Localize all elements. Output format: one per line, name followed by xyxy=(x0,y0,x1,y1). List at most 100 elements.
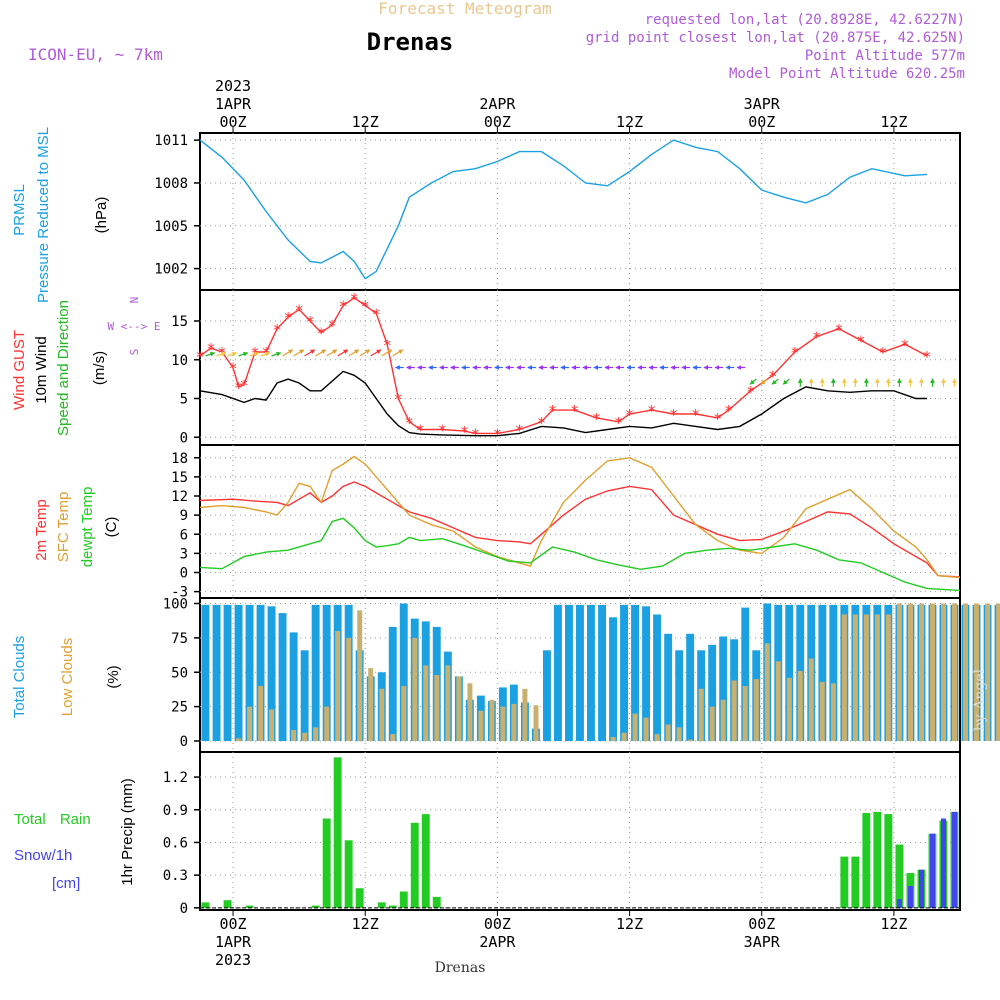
gust-marker: * xyxy=(234,379,243,397)
bar-total-clouds xyxy=(686,633,695,742)
compass-n: N xyxy=(128,297,141,304)
gust-marker: * xyxy=(206,340,215,358)
bar-total-rain xyxy=(873,811,882,908)
grid-coordinates: grid point closest lon,lat (20.875E, 42.… xyxy=(586,30,965,46)
bar-total-clouds xyxy=(554,604,562,741)
bar-low-clouds xyxy=(456,676,462,741)
bar-total-clouds xyxy=(631,604,639,741)
wind-direction-arrow xyxy=(326,349,338,357)
gust-marker: * xyxy=(460,423,469,441)
y-tick-label: 3 xyxy=(180,546,188,562)
gust-marker: * xyxy=(746,383,755,401)
bar-low-clouds xyxy=(643,717,649,741)
y-tick-label: 1008 xyxy=(154,176,188,192)
gust-marker: * xyxy=(195,348,204,366)
gust-marker: * xyxy=(592,410,601,428)
bar-total-rain xyxy=(322,818,331,908)
panel-frame xyxy=(199,751,961,911)
bar-total-rain xyxy=(884,814,893,908)
footer-station: Drenas xyxy=(435,960,486,976)
gust-marker: * xyxy=(614,414,623,432)
bar-low-clouds xyxy=(522,688,528,742)
bar-total-clouds xyxy=(818,604,827,741)
gust-marker: * xyxy=(405,414,414,432)
bar-total-rain xyxy=(355,888,364,908)
bar-low-clouds xyxy=(874,614,880,741)
bar-total-clouds xyxy=(598,604,606,741)
bar-low-clouds xyxy=(390,734,396,741)
y-tick-label: 0 xyxy=(180,734,188,750)
bar-total-clouds xyxy=(543,650,551,742)
bar-total-clouds xyxy=(620,604,628,741)
station-title: Drenas xyxy=(367,28,454,56)
bar-low-clouds xyxy=(621,732,627,742)
bar-low-clouds xyxy=(412,637,418,741)
wind-direction-arrow xyxy=(370,349,382,357)
bar-low-clouds xyxy=(996,603,1000,741)
bar-low-clouds xyxy=(632,713,638,741)
snow-label: Snow/1h xyxy=(14,847,72,864)
y-tick-label: 0 xyxy=(180,901,188,917)
gust-marker: * xyxy=(691,406,700,424)
series-line-10m-wind xyxy=(199,370,927,437)
bar-low-clouds xyxy=(930,603,935,741)
model-point-altitude: Model Point Altitude 620.25m xyxy=(729,66,965,82)
bar-total-clouds xyxy=(212,604,221,741)
bar-total-clouds xyxy=(289,632,298,741)
bar-low-clouds xyxy=(434,675,440,741)
y-tick-label: 18 xyxy=(171,451,188,467)
low-clouds-label: Low Clouds xyxy=(59,638,76,716)
requested-coordinates: requested lon,lat (20.8928E, 42.6227N) xyxy=(645,12,965,28)
snow-unit-label: [cm] xyxy=(52,875,80,892)
bar-total-clouds xyxy=(708,644,717,742)
bar-total-clouds xyxy=(234,604,243,741)
y-tick-label: 15 xyxy=(171,314,188,330)
bar-total-clouds xyxy=(719,636,728,741)
compass-we: W <--> E xyxy=(108,320,161,333)
gust-marker: * xyxy=(724,402,733,420)
bar-total-rain xyxy=(223,900,232,908)
bottom-time-label: 12Z xyxy=(880,915,907,933)
bar-total-rain xyxy=(432,896,441,908)
bottom-time-label: 00Z xyxy=(484,915,511,933)
bar-low-clouds xyxy=(764,643,770,741)
y-tick-label: 1.2 xyxy=(163,770,188,786)
wind-direction-arrow xyxy=(227,351,238,357)
panel-frame xyxy=(199,132,961,291)
bar-low-clouds xyxy=(896,603,902,741)
bar-low-clouds xyxy=(852,614,858,741)
hpa-label: (hPa) xyxy=(93,197,110,234)
gust-marker: * xyxy=(548,402,557,420)
bar-low-clouds xyxy=(863,614,869,741)
series-line-dewpt-temp xyxy=(199,517,961,592)
bar-low-clouds xyxy=(952,603,957,741)
wind-direction-arrow xyxy=(315,349,327,357)
bottom-time-label: 1APR xyxy=(215,933,252,951)
y-tick-label: 0.6 xyxy=(163,835,188,851)
bar-low-clouds xyxy=(786,677,792,742)
series-line-2m-temp xyxy=(199,481,961,578)
bar-total-clouds xyxy=(388,626,397,741)
gust-marker: * xyxy=(515,422,524,440)
bar-total-clouds xyxy=(829,604,838,741)
bar-snow-1h xyxy=(919,869,924,908)
wind-direction-arrow xyxy=(359,349,371,357)
y-tick-label: 0.3 xyxy=(163,868,188,884)
y-tick-label: 25 xyxy=(171,700,188,716)
top-time-label: 12Z xyxy=(880,113,907,131)
bar-low-clouds xyxy=(919,603,924,741)
bar-low-clouds xyxy=(478,710,484,742)
wind-direction-arrow xyxy=(271,351,282,357)
temperature-ylabels: 2m Temp SFC Temp dewpt Temp (C) xyxy=(33,487,120,568)
bottom-time-label: 12Z xyxy=(616,915,643,933)
bar-total-clouds xyxy=(322,604,331,741)
y-tick-label: -3 xyxy=(171,585,188,601)
gust-marker: * xyxy=(570,402,579,420)
gust-marker: * xyxy=(471,425,480,443)
sfc-temp-label: SFC Temp xyxy=(55,492,72,563)
bar-low-clouds xyxy=(379,688,385,742)
gust-marker: * xyxy=(669,406,678,424)
wind-ylabels: Wind GUST 10m Wind Speed and Direction (… xyxy=(11,297,160,436)
bar-low-clouds xyxy=(533,705,539,742)
